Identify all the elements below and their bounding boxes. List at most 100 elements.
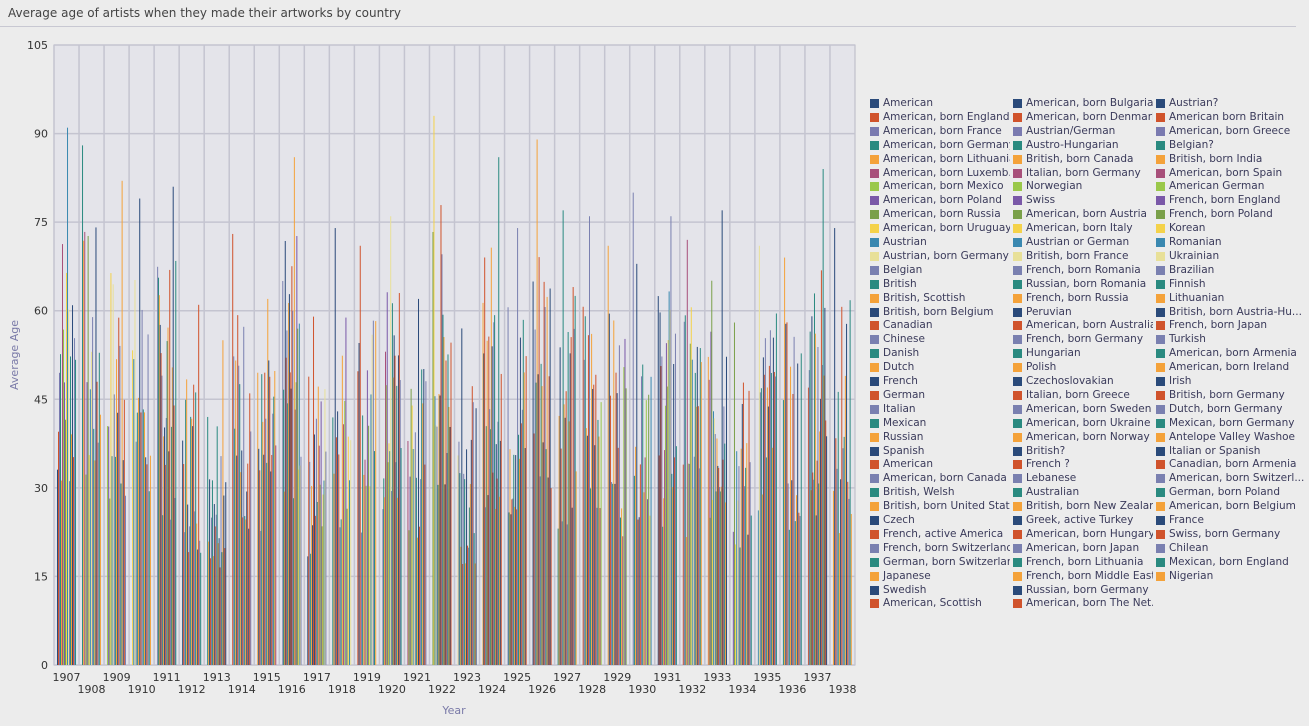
legend-item[interactable]: Peruvian (1013, 306, 1153, 320)
legend-item[interactable]: Italian or Spanish (1156, 445, 1306, 459)
legend-item[interactable]: Nigerian (1156, 570, 1306, 584)
legend-item[interactable]: American, born Spain (1156, 167, 1306, 181)
legend-item[interactable]: American, born Poland (870, 194, 1010, 208)
legend-item[interactable]: American, born Bulgaria (1013, 97, 1153, 111)
legend-item[interactable]: American (870, 97, 1010, 111)
legend-item[interactable]: British, Scottish (870, 292, 1010, 306)
legend-item[interactable]: British, born Germany (1156, 389, 1306, 403)
legend-item[interactable]: Japanese (870, 570, 1010, 584)
legend-item[interactable]: Romanian (1156, 236, 1306, 250)
legend-item[interactable]: British, born India (1156, 153, 1306, 167)
legend-item[interactable]: Finnish (1156, 278, 1306, 292)
legend-item[interactable]: American, born England (870, 111, 1010, 125)
legend-item[interactable]: British (870, 278, 1010, 292)
legend-item[interactable]: Antelope Valley Washoe (1156, 431, 1306, 445)
legend-item[interactable]: Canadian, born Armenia (1156, 458, 1306, 472)
legend-item[interactable]: Russian, born Germany (1013, 584, 1153, 598)
legend-item[interactable]: American, born France (870, 125, 1010, 139)
legend-item[interactable]: Mexican, born England (1156, 556, 1306, 570)
legend-item[interactable]: American, born Luxemb... (870, 167, 1010, 181)
legend-item[interactable]: Austrian? (1156, 97, 1306, 111)
legend-item[interactable]: Swiss, born Germany (1156, 528, 1306, 542)
legend-item[interactable]: French, active America (870, 528, 1010, 542)
legend-item[interactable]: French, born England (1156, 194, 1306, 208)
legend-item[interactable]: American, born Italy (1013, 222, 1153, 236)
legend-item[interactable]: Lithuanian (1156, 292, 1306, 306)
legend-item[interactable]: Austrian (870, 236, 1010, 250)
legend-item[interactable]: Irish (1156, 375, 1306, 389)
legend-item[interactable]: Australian (1013, 486, 1153, 500)
legend-item[interactable]: American, born Hungary (1013, 528, 1153, 542)
legend-item[interactable]: American German (1156, 180, 1306, 194)
legend-item[interactable]: Mexican (870, 417, 1010, 431)
legend-item[interactable]: Austrian/German (1013, 125, 1153, 139)
legend-item[interactable]: American, born Denmark (1013, 111, 1153, 125)
legend-item[interactable]: Czech (870, 514, 1010, 528)
legend-item[interactable]: German, born Poland (1156, 486, 1306, 500)
legend-item[interactable]: American, born Lithuania (870, 153, 1010, 167)
legend-item[interactable]: British, born United States (870, 500, 1010, 514)
legend-item[interactable]: Dutch (870, 361, 1010, 375)
legend-item[interactable]: Brazilian (1156, 264, 1306, 278)
legend-item[interactable]: British, born Canada (1013, 153, 1153, 167)
legend-item[interactable]: French ? (1013, 458, 1153, 472)
legend-item[interactable]: American, born Greece (1156, 125, 1306, 139)
legend-item[interactable]: Czechoslovakian (1013, 375, 1153, 389)
legend-item[interactable]: French, born Russia (1013, 292, 1153, 306)
legend-item[interactable]: British, born France (1013, 250, 1153, 264)
legend-item[interactable]: American, born Canada (870, 472, 1010, 486)
legend-item[interactable]: Norwegian (1013, 180, 1153, 194)
legend-item[interactable]: Belgian (870, 264, 1010, 278)
legend-item[interactable]: Korean (1156, 222, 1306, 236)
legend-item[interactable]: American (870, 458, 1010, 472)
legend-item[interactable]: British, born Austria-Hu... (1156, 306, 1306, 320)
legend-item[interactable]: German, born Switzerland (870, 556, 1010, 570)
legend-item[interactable]: Belgian? (1156, 139, 1306, 153)
legend-item[interactable]: Turkish (1156, 333, 1306, 347)
legend-item[interactable]: American, born Belgium (1156, 500, 1306, 514)
legend-item[interactable]: Russian, born Romania (1013, 278, 1153, 292)
legend-item[interactable]: French, born Switzerland (870, 542, 1010, 556)
legend-item[interactable]: Spanish (870, 445, 1010, 459)
legend-item[interactable]: American, born Japan (1013, 542, 1153, 556)
legend-item[interactable]: American, born Russia (870, 208, 1010, 222)
legend-item[interactable]: American, born Norway (1013, 431, 1153, 445)
legend-item[interactable]: British, born New Zealand (1013, 500, 1153, 514)
legend-item[interactable]: American, born Australia (1013, 319, 1153, 333)
legend-item[interactable]: German (870, 389, 1010, 403)
legend-item[interactable]: American born Britain (1156, 111, 1306, 125)
legend-item[interactable]: France (1156, 514, 1306, 528)
legend-item[interactable]: French, born Romania (1013, 264, 1153, 278)
legend-item[interactable]: Danish (870, 347, 1010, 361)
legend-item[interactable]: American, born Germany (870, 139, 1010, 153)
legend-item[interactable]: American, born Ireland (1156, 361, 1306, 375)
legend-item[interactable]: British, born Belgium (870, 306, 1010, 320)
legend-item[interactable]: French, born Poland (1156, 208, 1306, 222)
legend-item[interactable]: American, born Sweden (1013, 403, 1153, 417)
legend-item[interactable]: Austrian or German (1013, 236, 1153, 250)
legend-item[interactable]: Ukrainian (1156, 250, 1306, 264)
legend-item[interactable]: French (870, 375, 1010, 389)
legend-item[interactable]: Canadian (870, 319, 1010, 333)
legend-item[interactable]: Chinese (870, 333, 1010, 347)
legend-item[interactable]: American, born The Net... (1013, 597, 1153, 611)
legend-item[interactable]: American, born Uruguay (870, 222, 1010, 236)
legend-item[interactable]: British, Welsh (870, 486, 1010, 500)
legend-item[interactable]: Greek, active Turkey (1013, 514, 1153, 528)
legend-item[interactable]: British? (1013, 445, 1153, 459)
legend-item[interactable]: American, born Armenia (1156, 347, 1306, 361)
legend-item[interactable]: Chilean (1156, 542, 1306, 556)
legend-item[interactable]: Italian, born Germany (1013, 167, 1153, 181)
legend-item[interactable]: French, born Germany (1013, 333, 1153, 347)
legend-item[interactable]: French, born Middle East (1013, 570, 1153, 584)
legend-item[interactable]: Polish (1013, 361, 1153, 375)
legend-item[interactable]: American, born Mexico (870, 180, 1010, 194)
legend-item[interactable]: Swiss (1013, 194, 1153, 208)
legend-item[interactable]: French, born Japan (1156, 319, 1306, 333)
legend-item[interactable]: American, born Austria (1013, 208, 1153, 222)
legend-item[interactable]: Austrian, born Germany (870, 250, 1010, 264)
legend-item[interactable]: American, born Ukraine (1013, 417, 1153, 431)
legend-item[interactable]: Dutch, born Germany (1156, 403, 1306, 417)
legend-item[interactable]: Austro-Hungarian (1013, 139, 1153, 153)
legend-item[interactable]: Swedish (870, 584, 1010, 598)
